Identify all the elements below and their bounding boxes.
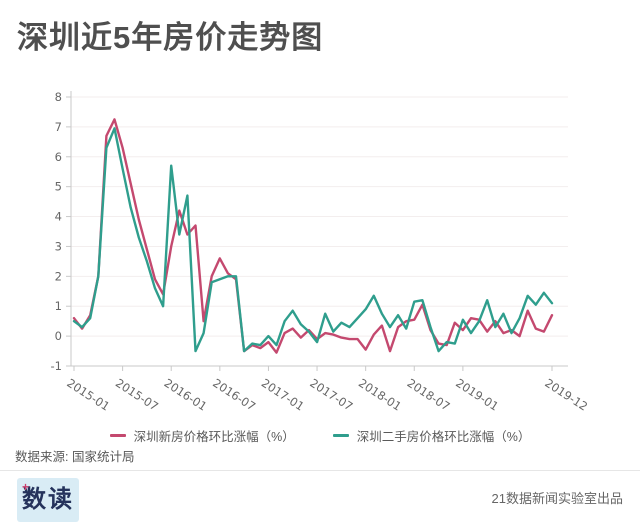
svg-text:2017-01: 2017-01 — [259, 376, 307, 414]
legend-marker-new-homes-icon — [109, 434, 126, 437]
svg-text:2018-07: 2018-07 — [405, 376, 453, 414]
legend-label-secondhand-homes: 深圳二手房价格环比涨幅（%） — [356, 430, 531, 444]
svg-text:2: 2 — [55, 269, 62, 283]
svg-text:2015-01: 2015-01 — [64, 376, 112, 414]
legend-label-new-homes: 深圳新房价格环比涨幅（%） — [133, 430, 295, 444]
svg-text:3: 3 — [55, 239, 62, 253]
svg-text:2017-07: 2017-07 — [307, 376, 355, 414]
logo-text: 数读 — [22, 486, 74, 513]
logo-accent-mark: + — [22, 480, 30, 494]
svg-text:2019-12: 2019-12 — [542, 376, 590, 414]
chart-title: 深圳近5年房价走势图 — [17, 20, 324, 55]
svg-text:2019-01: 2019-01 — [453, 376, 501, 414]
svg-text:8: 8 — [55, 90, 62, 104]
legend-item-new-homes: 深圳新房价格环比涨幅（%） — [109, 426, 295, 445]
svg-text:2015-07: 2015-07 — [113, 376, 161, 414]
svg-text:-1: -1 — [51, 359, 62, 373]
svg-text:5: 5 — [55, 180, 62, 194]
legend-item-secondhand-homes: 深圳二手房价格环比涨幅（%） — [332, 426, 531, 445]
chart-legend: 深圳新房价格环比涨幅（%） 深圳二手房价格环比涨幅（%） — [0, 426, 640, 445]
svg-text:0: 0 — [55, 329, 62, 343]
svg-text:1: 1 — [55, 299, 62, 313]
svg-text:7: 7 — [55, 120, 62, 134]
svg-text:2016-07: 2016-07 — [210, 376, 258, 414]
legend-marker-secondhand-homes-icon — [332, 434, 349, 437]
svg-text:4: 4 — [55, 210, 62, 224]
svg-text:2018-01: 2018-01 — [356, 376, 404, 414]
footer-divider — [0, 470, 640, 471]
data-source-note: 数据来源: 国家统计局 — [15, 450, 135, 464]
svg-text:2016-01: 2016-01 — [162, 376, 210, 414]
shudu-logo: + 数读 — [17, 478, 79, 522]
producer-credit: 21数据新闻实验室出品 — [491, 491, 623, 506]
svg-text:6: 6 — [55, 150, 62, 164]
